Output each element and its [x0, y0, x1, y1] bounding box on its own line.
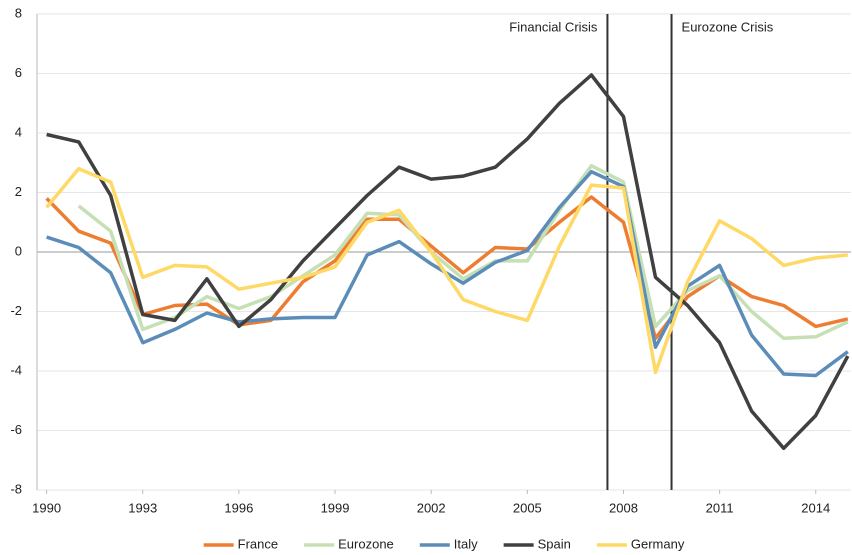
y-tick-label: 0: [15, 243, 22, 258]
y-tick-label: -4: [10, 362, 22, 377]
x-tick-label: 2011: [706, 500, 734, 515]
x-tick-label: 1999: [321, 500, 350, 515]
series-line: [46, 73, 850, 451]
x-tick-label: 2008: [609, 500, 638, 515]
legend-item: Eurozone: [304, 536, 394, 551]
legend-item: Italy: [419, 536, 478, 551]
y-tick-label: 4: [15, 124, 22, 139]
x-tick-label: 1990: [32, 500, 61, 515]
legend-item: France: [203, 536, 278, 551]
x-tick-label: 2014: [801, 500, 830, 515]
series-line: [45, 166, 848, 375]
legend-label: Eurozone: [338, 536, 394, 551]
y-tick-label: -6: [10, 422, 22, 437]
y-tick-label: -2: [10, 303, 22, 318]
y-tick-label: -8: [10, 481, 22, 496]
y-tick-label: 8: [15, 5, 22, 20]
legend-label: Germany: [631, 536, 685, 551]
legend-label: Italy: [454, 536, 478, 551]
crisis-label: Financial Crisis: [509, 19, 598, 34]
x-tick-label: 2002: [417, 500, 446, 515]
y-tick-label: 6: [15, 65, 22, 80]
x-tick-label: 2005: [513, 500, 542, 515]
legend: France Eurozone Italy Spain Germany: [203, 536, 685, 551]
legend-item: Germany: [596, 536, 685, 551]
legend-label: France: [238, 536, 278, 551]
legend-label: Spain: [538, 536, 571, 551]
legend-item: Spain: [503, 536, 571, 551]
x-tick-label: 1996: [224, 500, 253, 515]
x-tick-label: 1993: [128, 500, 157, 515]
crisis-label: Eurozone Crisis: [682, 19, 774, 34]
y-tick-label: 2: [15, 184, 22, 199]
series-line: [77, 163, 849, 341]
